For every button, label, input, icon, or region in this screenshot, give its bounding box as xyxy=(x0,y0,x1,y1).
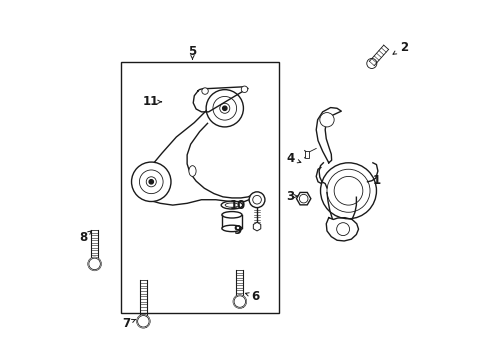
Circle shape xyxy=(320,163,376,219)
Text: 11: 11 xyxy=(142,95,158,108)
Text: 2: 2 xyxy=(399,41,407,54)
FancyBboxPatch shape xyxy=(304,150,308,158)
Circle shape xyxy=(336,223,349,235)
Ellipse shape xyxy=(221,201,242,209)
Circle shape xyxy=(326,169,369,212)
Circle shape xyxy=(234,296,245,307)
Ellipse shape xyxy=(222,225,242,231)
Ellipse shape xyxy=(222,212,242,218)
Circle shape xyxy=(232,295,246,309)
Polygon shape xyxy=(316,108,341,163)
Circle shape xyxy=(131,162,171,202)
Text: 7: 7 xyxy=(122,317,130,330)
Circle shape xyxy=(249,192,264,208)
Text: 1: 1 xyxy=(372,174,381,186)
Text: 3: 3 xyxy=(286,190,294,203)
Text: 4: 4 xyxy=(285,152,294,165)
Text: 9: 9 xyxy=(233,224,241,237)
Circle shape xyxy=(252,195,261,204)
Circle shape xyxy=(299,194,307,203)
Circle shape xyxy=(149,180,153,184)
Circle shape xyxy=(241,86,247,93)
Circle shape xyxy=(219,103,229,113)
Text: 6: 6 xyxy=(251,290,259,303)
Bar xyxy=(121,62,278,313)
Circle shape xyxy=(212,96,236,120)
Circle shape xyxy=(89,258,100,270)
Ellipse shape xyxy=(188,166,196,176)
Circle shape xyxy=(202,88,208,94)
Polygon shape xyxy=(193,87,247,112)
Circle shape xyxy=(333,176,362,205)
Circle shape xyxy=(222,106,226,111)
Text: 8: 8 xyxy=(80,231,88,244)
Circle shape xyxy=(319,113,333,127)
Circle shape xyxy=(137,316,149,327)
Text: 10: 10 xyxy=(229,199,245,212)
Circle shape xyxy=(136,314,150,328)
Circle shape xyxy=(146,177,156,187)
Polygon shape xyxy=(325,218,358,241)
Circle shape xyxy=(139,170,163,194)
Ellipse shape xyxy=(224,203,238,207)
Circle shape xyxy=(366,58,376,68)
Circle shape xyxy=(206,90,243,127)
Text: 5: 5 xyxy=(188,45,196,58)
Circle shape xyxy=(87,257,102,271)
